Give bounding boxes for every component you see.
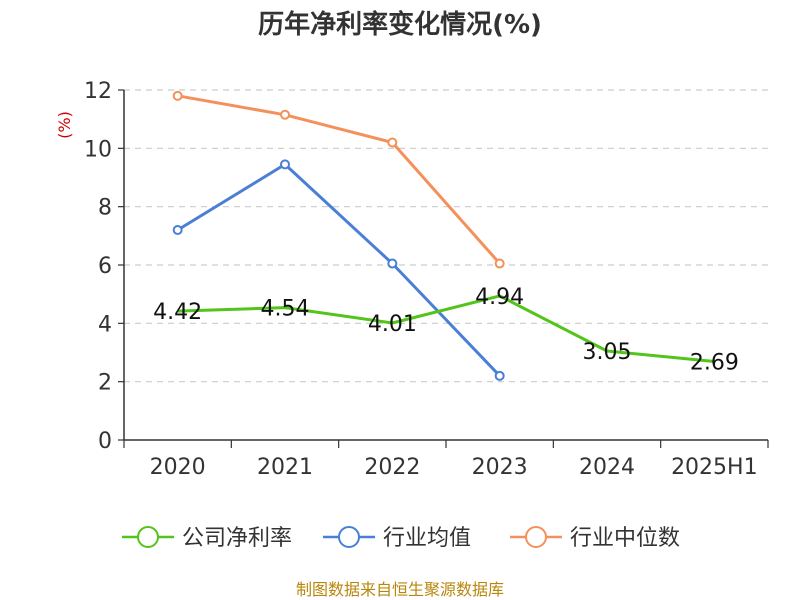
legend-item-2[interactable]: 行业中位数 <box>510 526 680 551</box>
legend-label: 行业中位数 <box>570 526 680 551</box>
x-tick-label: 2023 <box>472 455 528 480</box>
data-point <box>387 137 398 148</box>
gridlines <box>124 89 768 383</box>
data-label: 4.54 <box>261 297 310 322</box>
x-tick-label: 2025H1 <box>671 455 758 480</box>
data-label: 3.05 <box>583 340 632 365</box>
y-tick-label: 12 <box>84 79 112 104</box>
data-point <box>172 90 183 101</box>
series-group <box>172 90 715 381</box>
y-tick-label: 4 <box>98 312 112 337</box>
data-point <box>280 159 290 170</box>
y-tick-label: 2 <box>98 371 112 396</box>
data-point <box>172 225 183 235</box>
legend-item-0[interactable]: 公司净利率 <box>122 526 292 551</box>
legend-item-1[interactable]: 行业均值 <box>323 526 471 551</box>
series-line-0 <box>177 294 715 363</box>
data-label: 4.01 <box>368 312 417 337</box>
series-line-2 <box>177 94 501 265</box>
legend-label: 公司净利率 <box>182 526 292 551</box>
source-note: 制图数据来自恒生聚源数据库 <box>296 580 504 599</box>
legend-marker <box>525 526 547 548</box>
chart-title: 历年净利率变化情况(%) <box>258 9 542 40</box>
data-label: 2.69 <box>690 351 739 376</box>
y-tick-label: 0 <box>98 429 112 454</box>
y-tick-label: 6 <box>98 254 112 279</box>
legend-marker <box>137 526 159 548</box>
y-tick-label: 10 <box>84 137 112 162</box>
data-point <box>387 258 398 269</box>
x-tick-label: 2020 <box>150 455 206 480</box>
data-labels: 4.42 4.54 4.01 4.94 3.05 2.69 <box>153 285 739 376</box>
y-tick-label: 8 <box>98 196 112 221</box>
axes: 0 2 4 6 8 10 12 2020 2021 2022 2023 2024 2025H1 <box>84 79 769 480</box>
data-point <box>494 258 505 269</box>
x-tick-label: 2024 <box>579 455 635 480</box>
x-tick-label: 2022 <box>364 455 420 480</box>
legend-label: 行业均值 <box>383 526 471 551</box>
y-axis-label: (%) <box>55 111 74 139</box>
data-label: 4.42 <box>153 300 202 325</box>
data-label: 4.94 <box>475 285 524 310</box>
legend-marker <box>338 526 360 548</box>
data-point <box>280 109 290 120</box>
series-line-1 <box>176 162 501 377</box>
legend[interactable]: 公司净利率 行业均值 行业中位数 <box>122 526 680 551</box>
data-point <box>494 370 505 381</box>
x-tick-label: 2021 <box>257 455 313 480</box>
